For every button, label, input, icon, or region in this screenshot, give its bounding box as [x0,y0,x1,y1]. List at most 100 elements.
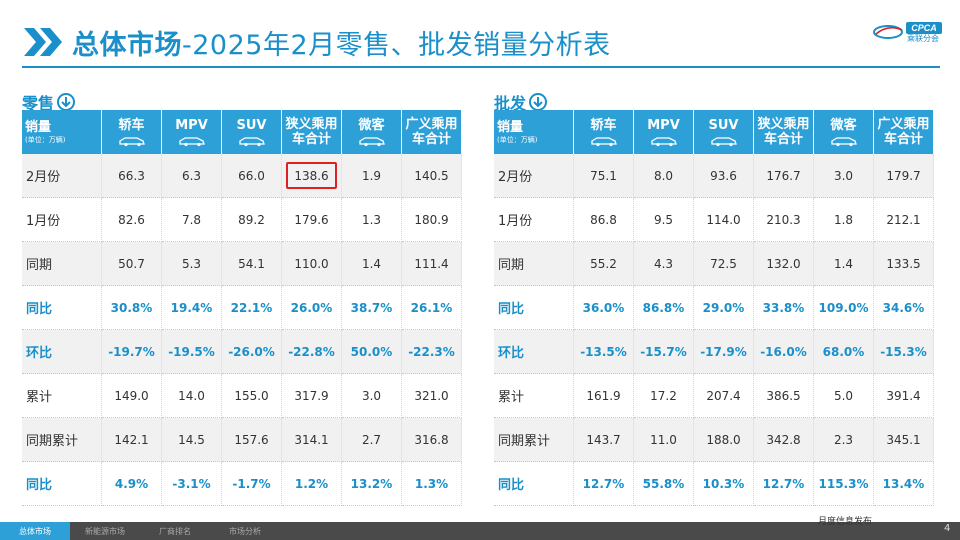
cell-value: 161.9 [586,388,621,403]
cell-value: -19.5% [168,344,215,359]
cell-value: 13.4% [882,476,925,491]
cell-value: 142.1 [114,432,149,447]
column-header-label: 轿车 [118,117,145,133]
header-sales-unit: 销量 (单位：万辆) [22,110,102,154]
table-cell: 12.7% [574,462,634,506]
cell-value: 111.4 [414,256,449,271]
table-cell: -3.1% [162,462,222,506]
column-header: SUV [222,110,282,154]
table-cell: -17.9% [694,330,754,374]
table-cell: 2.7 [342,418,402,462]
cell-value: 6.3 [181,168,202,183]
cell-value: 176.7 [766,168,801,183]
footer-tab[interactable]: 厂商排名 [159,526,191,536]
table-cell: 111.4 [402,242,462,286]
footer-tab[interactable]: 新能源市场 [85,526,125,536]
column-header-label: 微客 [830,117,857,133]
table-cell: 17.2 [634,374,694,418]
footer-tab[interactable]: 市场分析 [229,526,261,536]
table-cell: 26.1% [402,286,462,330]
table-cell: 386.5 [754,374,814,418]
table-cell: -13.5% [574,330,634,374]
cell-value: 86.8% [642,300,685,315]
table-cell: 110.0 [282,242,342,286]
table-cell: 133.5 [874,242,934,286]
double-chevron-icon [24,28,62,56]
table-cell: -19.7% [102,330,162,374]
footer-tab[interactable]: 总体市场 [0,522,70,540]
cell-value: 2.7 [361,432,382,447]
cell-value: 212.1 [886,212,921,227]
table-cell: 115.3% [814,462,874,506]
table-cell: -15.3% [874,330,934,374]
table-cell: 5.0 [814,374,874,418]
car-icon [238,136,265,146]
table-cell: 4.3 [634,242,694,286]
cell-value: 55.8% [642,476,685,491]
table-cell: -26.0% [222,330,282,374]
cell-value: -22.3% [408,344,455,359]
row-label: 同比 [22,286,102,330]
table-cell: 11.0 [634,418,694,462]
cell-value: 86.8 [590,212,617,227]
table-cell: 50.7 [102,242,162,286]
title-bar: 总体市场-2025年2月零售、批发销量分析表 [22,20,611,64]
cell-value: 75.1 [590,168,617,183]
cell-value: -13.5% [580,344,627,359]
header-label: 销量 [497,119,524,135]
footer-note: 月度信息发布 [818,517,873,527]
cell-value: 386.5 [766,388,801,403]
table-cell: 29.0% [694,286,754,330]
table-cell: -1.7% [222,462,282,506]
car-icon [650,136,677,146]
table-cell: 68.0% [814,330,874,374]
page-number: 4 [944,523,951,534]
cell-value: 1.8 [833,212,854,227]
cell-value: 19.4% [170,300,213,315]
column-header: SUV [694,110,754,154]
table-cell: 5.3 [162,242,222,286]
row-label: 同比 [22,462,102,506]
cell-value: 33.8% [762,300,805,315]
row-label: 同期 [22,242,102,286]
cell-value: 345.1 [886,432,921,447]
car-icon [118,136,145,146]
page-title: 总体市场-2025年2月零售、批发销量分析表 [72,29,611,61]
cell-value: 36.0% [582,300,625,315]
table-cell: 86.8 [574,198,634,242]
cell-value: -15.7% [640,344,687,359]
row-label: 环比 [22,330,102,374]
cell-value: 8.0 [653,168,674,183]
table-cell: 114.0 [694,198,754,242]
cell-value: 1.3 [361,212,382,227]
table-cell: 89.2 [222,198,282,242]
cell-value: 11.0 [650,432,677,447]
table-cell: 3.0 [342,374,402,418]
cell-value: 179.6 [294,212,329,227]
wholesale-table: 销量 (单位：万辆) 轿车 MPV SUV 狭义乘用车合计 微客 广义乘用车合计 2月份 75.1… [494,110,934,506]
cell-value: 34.6% [882,300,925,315]
table-cell: 176.7 [754,154,814,198]
column-header: MPV [634,110,694,154]
row-label: 同期累计 [22,418,102,462]
table-cell: 10.3% [694,462,754,506]
table-cell: 342.8 [754,418,814,462]
column-header: 广义乘用车合计 [874,110,934,154]
cell-value: -1.7% [232,476,271,491]
row-label: 累计 [494,374,574,418]
table-cell: 6.3 [162,154,222,198]
cell-value: 149.0 [114,388,149,403]
header-unit: (单位：万辆) [25,135,66,144]
table-cell: 155.0 [222,374,282,418]
table-cell: 142.1 [102,418,162,462]
header-label: 销量 [25,119,52,135]
table-cell: 82.6 [102,198,162,242]
cell-value: 391.4 [886,388,921,403]
column-header: MPV [162,110,222,154]
cell-value: 50.7 [118,256,145,271]
table-cell: 50.0% [342,330,402,374]
table-cell: 7.8 [162,198,222,242]
cell-value: 210.3 [766,212,801,227]
header-sales-unit: 销量 (单位：万辆) [494,110,574,154]
table-cell: 33.8% [754,286,814,330]
